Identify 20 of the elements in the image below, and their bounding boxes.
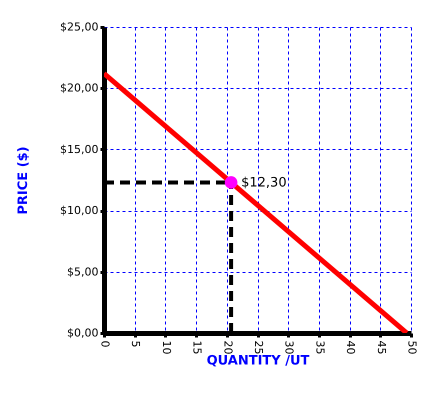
x-axis-title: QUANTITY /UT [206,353,310,368]
x-tick-label: 45 [374,340,388,354]
y-tick-label: $5,00 [67,265,98,278]
y-axis-title: PRICE ($) [16,146,32,215]
x-tick-label: 30 [282,340,296,354]
x-tick-label: 35 [313,340,326,354]
y-tick-label: $25,00 [60,20,98,34]
x-tick-label: 50 [406,340,418,354]
x-tick-label: 40 [344,340,358,354]
x-tick-label: 15 [190,340,204,354]
y-tick-label: $20,00 [60,82,98,95]
x-tick-label: 0 [98,340,112,348]
x-tick-label: 25 [252,340,265,354]
y-tick-label: $10,00 [60,204,98,218]
y-tick-label: $0,00 [67,326,98,340]
x-tick-label: 20 [221,340,234,354]
x-tick-label: 10 [160,340,173,354]
x-tick-label: 5 [129,340,142,348]
annotation: $12,30 [241,175,287,190]
y-tick-label: $15,00 [60,142,98,156]
